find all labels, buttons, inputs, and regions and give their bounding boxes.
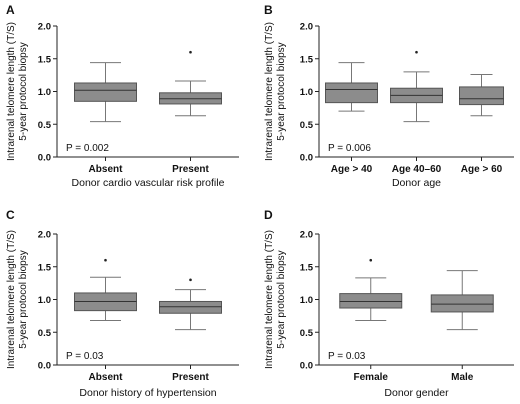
y-tick-label: 0.5 [300,328,314,339]
y-tick-label: 1.0 [300,87,313,98]
p-value-label: P = 0.006 [328,143,371,154]
box-1 [74,62,137,123]
x-category-label: Present [172,164,209,175]
iqr-box [430,294,494,313]
y-tick-label: 1.5 [300,54,314,65]
y-tick-label: 1.5 [38,262,52,273]
p-value-label: P = 0.03 [328,351,366,362]
panel-letter: B [264,3,273,17]
box-1 [339,258,403,321]
y-axis-label: Intrarenal telomere length (T/S) [6,230,17,369]
y-axis-label: 5-year protocol biopsy [18,250,29,348]
y-tick-label: 0.5 [38,328,52,339]
x-axis-label: Donor gender [384,387,449,399]
panel-d: D 0.0 0.5 1.0 1.5 2.0 Intrarenal telomere leng… [264,208,514,399]
panel-a: A 0.0 0.5 1.0 1.5 2.0 Intrarenal telomere leng… [6,3,239,189]
iqr-box [159,300,222,314]
iqr-box [325,82,378,104]
y-tick-label: 1.5 [38,54,52,65]
panel-b: B 0.0 0.5 1.0 1.5 2.0 Intrarenal telomere leng… [264,3,514,189]
y-tick-label: 0.0 [300,361,313,372]
p-value-label: P = 0.002 [66,143,109,154]
x-category-label: Absent [89,164,124,175]
panel-letter: D [264,208,273,222]
y-axis-label: Intrarenal telomere length (T/S) [264,22,275,161]
box-2 [430,270,494,331]
y-axis-label: Intrarenal telomere length (T/S) [6,22,17,161]
x-category-label: Male [451,372,474,383]
x-category-label: Age > 40 [331,164,373,175]
x-category-label: Age 40–60 [392,164,442,175]
y-tick-label: 2.0 [38,230,51,241]
outlier-point [189,50,192,54]
outlier-point [189,278,192,282]
x-axis-label: Donor age [392,177,441,189]
outlier-point [104,258,107,262]
iqr-box [459,86,504,106]
iqr-box [339,293,403,309]
outlier-point [369,258,373,262]
x-category-label: Present [172,372,209,383]
panel-c: C 0.0 0.5 1.0 1.5 2.0 Intrarenal telomere leng… [6,208,239,399]
y-axis-label: 5-year protocol biopsy [276,42,287,140]
x-category-label: Age > 60 [461,164,503,175]
y-tick-label: 0.0 [38,153,51,164]
outlier-point [415,50,418,54]
x-category-label: Female [354,372,389,383]
y-tick-label: 0.0 [300,153,313,164]
y-tick-label: 2.0 [38,22,51,33]
box-3 [459,73,504,117]
panel-letter: A [6,3,15,17]
y-tick-label: 1.0 [300,295,313,306]
y-tick-label: 2.0 [300,230,313,241]
iqr-box [74,82,137,102]
x-axis-label: Donor cardio vascular risk profile [72,177,225,189]
y-tick-label: 1.5 [300,262,314,273]
y-tick-label: 0.0 [38,361,51,372]
box-2 [159,50,222,117]
box-1 [325,62,378,112]
p-value-label: P = 0.03 [66,351,104,362]
panel-letter: C [6,208,15,222]
y-tick-label: 1.0 [38,87,51,98]
y-axis-label: 5-year protocol biopsy [276,250,287,348]
box-2 [390,50,443,123]
y-tick-label: 0.5 [38,120,52,131]
y-axis-label: Intrarenal telomere length (T/S) [264,230,275,369]
y-axis-label: 5-year protocol biopsy [18,42,29,140]
box-2 [159,278,222,331]
box-1 [74,258,137,321]
y-tick-label: 0.5 [300,120,314,131]
x-axis-label: Donor history of hypertension [79,387,216,399]
y-tick-label: 1.0 [38,295,51,306]
x-category-label: Absent [89,372,124,383]
y-tick-label: 2.0 [300,22,313,33]
